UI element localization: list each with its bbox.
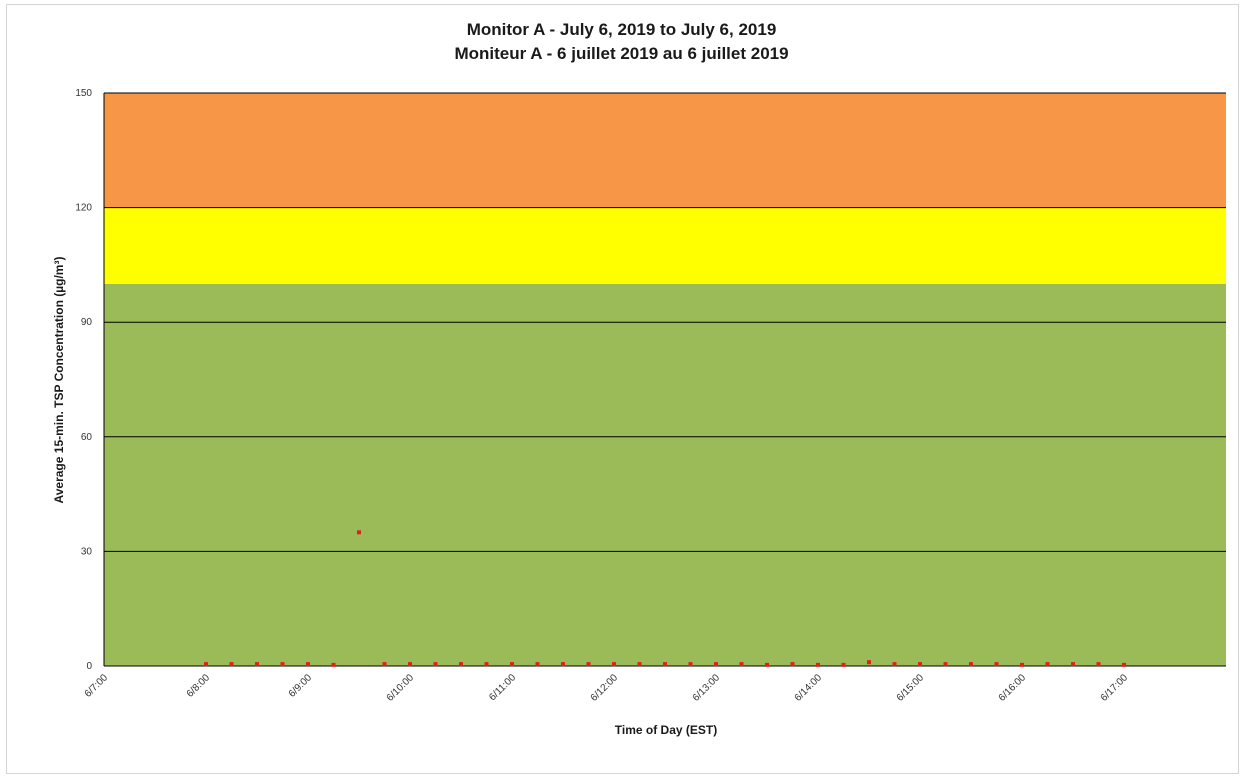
data-point	[561, 662, 565, 667]
x-tick-label: 6/7:00	[83, 672, 111, 700]
data-point	[1071, 662, 1075, 667]
data-points	[204, 530, 1126, 667]
x-tick-label: 6/15:00	[895, 672, 927, 704]
data-point	[714, 662, 718, 667]
data-point	[816, 662, 820, 667]
data-point	[459, 662, 463, 667]
x-tick-label: 6/8:00	[185, 672, 213, 700]
data-point	[510, 662, 514, 667]
data-point	[739, 662, 744, 667]
data-point	[255, 662, 259, 667]
data-point	[688, 662, 693, 667]
band-2	[104, 93, 1226, 208]
data-point	[1122, 662, 1126, 667]
x-tick-label: 6/13:00	[691, 672, 723, 704]
x-tick-label: 6/17:00	[1099, 672, 1131, 704]
data-point	[229, 662, 234, 667]
x-axis-title: Time of Day (EST)	[615, 723, 717, 737]
data-point	[841, 662, 846, 667]
data-point	[204, 662, 208, 667]
data-point	[612, 662, 616, 667]
data-point	[433, 662, 438, 667]
y-tick-labels: 0 30 60 90 120 150	[75, 88, 92, 672]
band-0	[104, 284, 1226, 666]
data-point	[1045, 662, 1050, 667]
data-point	[535, 662, 540, 667]
data-point	[586, 662, 591, 667]
x-tick-label: 6/14:00	[793, 672, 825, 704]
y-tick-label: 120	[75, 203, 92, 214]
x-tick-label: 6/9:00	[287, 672, 315, 700]
y-tick-label: 90	[81, 317, 93, 328]
chart-title: Monitor A - July 6, 2019 to July 6, 2019	[466, 20, 777, 39]
data-point	[1096, 662, 1101, 667]
data-point	[331, 662, 336, 667]
data-point	[867, 660, 871, 665]
data-point	[918, 662, 922, 667]
y-tick-label: 30	[81, 546, 93, 557]
chart-subtitle: Moniteur A - 6 juillet 2019 au 6 juillet…	[454, 44, 789, 63]
threshold-bands	[104, 93, 1226, 666]
y-tick-label: 150	[75, 88, 92, 99]
y-tick-label: 60	[81, 432, 93, 443]
x-tick-label: 6/10:00	[385, 672, 417, 704]
data-point	[484, 662, 489, 667]
data-point	[765, 662, 769, 667]
y-tick-label: 0	[86, 661, 92, 672]
band-1	[104, 207, 1226, 284]
gridlines	[103, 92, 1226, 667]
x-tick-label: 6/16:00	[997, 672, 1029, 704]
x-tick-labels: 6/7:00 6/8:00 6/9:00 6/10:00 6/11:00 6/12:00 6…	[83, 672, 1131, 704]
data-point	[892, 662, 897, 667]
data-point	[382, 662, 387, 667]
data-point	[663, 662, 667, 667]
data-point	[357, 530, 361, 535]
data-point	[943, 662, 948, 667]
data-point	[994, 662, 999, 667]
y-axis-title: Average 15-min. TSP Concentration (µg/m³…	[52, 257, 66, 504]
x-tick-label: 6/11:00	[487, 672, 518, 703]
data-point	[969, 662, 973, 667]
data-point	[1020, 662, 1024, 667]
data-point	[408, 662, 412, 667]
data-point	[306, 662, 310, 667]
data-point	[790, 662, 795, 667]
data-point	[280, 662, 285, 667]
data-point	[637, 662, 642, 667]
x-tick-label: 6/12:00	[589, 672, 621, 704]
